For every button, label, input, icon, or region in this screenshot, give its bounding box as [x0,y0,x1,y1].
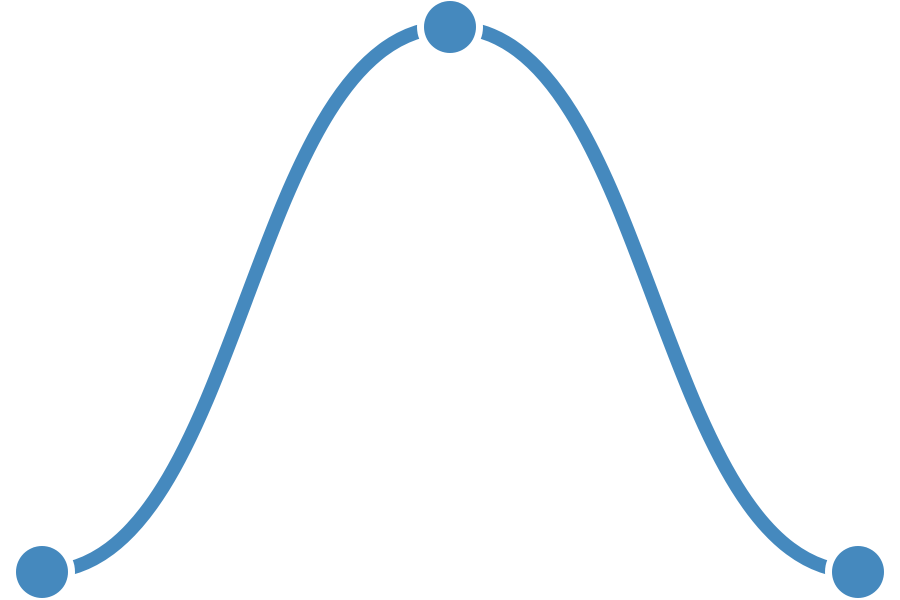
data-point-1 [424,1,476,53]
series-line [41,19,859,579]
data-point-2 [832,546,884,598]
data-points [9,0,891,600]
data-point-0 [16,546,68,598]
